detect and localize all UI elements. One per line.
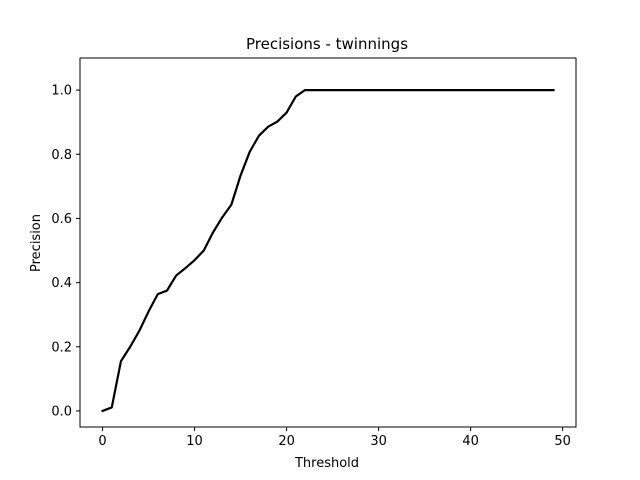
y-tick-label: 0.6 — [51, 212, 72, 227]
y-axis-label: Precision — [29, 214, 44, 272]
x-tick-label: 10 — [186, 434, 203, 449]
plot-frame — [79, 57, 577, 428]
y-tick-label: 0.4 — [51, 276, 72, 291]
y-tick-label: 0.8 — [51, 148, 72, 163]
y-tick-label: 0.0 — [51, 404, 72, 419]
x-tick-label: 40 — [462, 434, 479, 449]
x-tick-label: 20 — [278, 434, 295, 449]
chart-title: Precisions - twinnings — [246, 35, 408, 53]
x-tick-label: 50 — [554, 434, 571, 449]
y-tick-label: 1.0 — [51, 84, 72, 99]
x-tick-label: 0 — [98, 434, 106, 449]
x-axis-label: Threshold — [294, 456, 359, 471]
precision-series-line — [101, 88, 555, 413]
y-tick-label: 0.2 — [51, 340, 72, 355]
x-tick-label: 30 — [370, 434, 387, 449]
